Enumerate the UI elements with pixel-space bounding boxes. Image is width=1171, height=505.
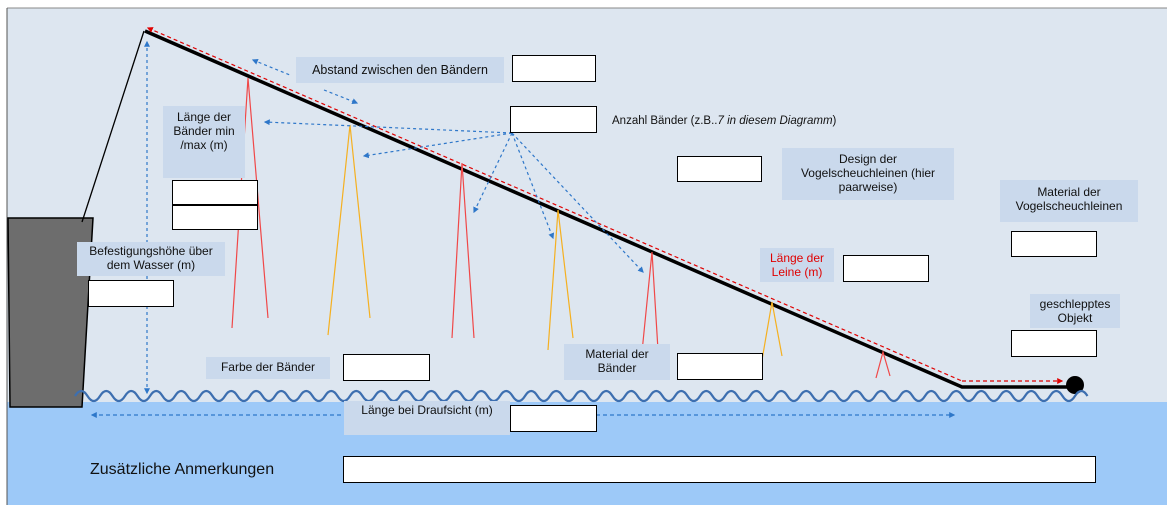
line-length-arrow xyxy=(146,27,963,382)
count-label: Anzahl Bänder (z.B..7 in diesem Diagramm… xyxy=(612,114,836,128)
towed-object-input[interactable] xyxy=(1011,330,1097,357)
design-input[interactable] xyxy=(677,156,762,182)
pole-line xyxy=(81,30,145,223)
towed-object-label: geschlepptes Objekt xyxy=(1030,294,1120,328)
streamer-1 xyxy=(231,77,269,329)
streamer-material-label: Material der Bänder xyxy=(564,344,670,380)
additional-notes-input[interactable] xyxy=(343,456,1096,483)
streamer-color-label: Farbe der Bänder xyxy=(206,357,330,379)
water-waves xyxy=(74,389,1089,403)
streamer-length-max-input[interactable] xyxy=(172,205,258,230)
line-length-input[interactable] xyxy=(843,255,929,282)
spacing-label: Abstand zwischen den Bändern xyxy=(296,57,504,83)
streamer-4 xyxy=(547,209,574,351)
count-label-prefix: Anzahl Bänder (z.B.. xyxy=(612,115,718,127)
streamers xyxy=(231,77,891,379)
additional-notes-label: Zusätzliche Anmerkungen xyxy=(90,461,275,478)
top-view-length-label: Länge bei Draufsicht (m) xyxy=(344,401,510,435)
streamer-6 xyxy=(761,301,783,361)
streamer-7 xyxy=(875,349,891,379)
count-arrows xyxy=(263,119,644,273)
count-label-suffix: ) xyxy=(832,115,837,127)
top-view-length-input[interactable] xyxy=(510,405,597,432)
streamer-length-label: Länge der Bänder min /max (m) xyxy=(163,106,245,178)
streamer-2 xyxy=(327,124,371,336)
vessel-hull xyxy=(7,217,94,408)
count-label-example: 7 in diesem Diagramm xyxy=(717,115,833,127)
line-material-label: Material der Vogelscheuchleinen xyxy=(1000,180,1138,222)
streamer-length-min-input[interactable] xyxy=(172,180,258,205)
count-input[interactable] xyxy=(510,106,597,133)
attachment-height-label: Befestigungshöhe über dem Wasser (m) xyxy=(77,242,225,276)
towed-object xyxy=(1066,376,1084,394)
spacing-input[interactable] xyxy=(512,55,596,82)
spacing-arrow-1 xyxy=(251,59,291,76)
design-label: Design der Vogelscheuchleinen (hier paar… xyxy=(782,148,954,200)
streamer-material-input[interactable] xyxy=(677,353,763,380)
attachment-height-input[interactable] xyxy=(88,280,174,307)
streamer-3 xyxy=(451,162,475,339)
streamer-5 xyxy=(641,251,659,353)
streamer-color-input[interactable] xyxy=(343,354,430,381)
line-length-label: Länge der Leine (m) xyxy=(760,248,834,282)
line-material-input[interactable] xyxy=(1011,231,1097,257)
main-line xyxy=(144,29,1070,389)
